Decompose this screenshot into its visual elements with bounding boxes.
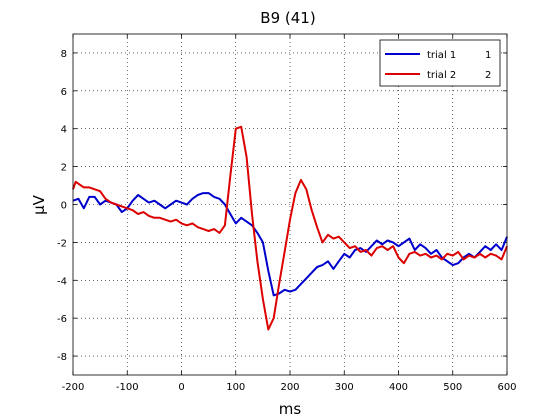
legend: trial 1 1 trial 2 2 — [379, 39, 501, 87]
x-tick-label: -200 — [62, 382, 85, 393]
y-tick-label: -6 — [57, 314, 67, 325]
grid-lines — [73, 34, 507, 375]
legend-label-trial-1: trial 1 — [427, 50, 456, 61]
x-tick-label: 600 — [497, 382, 516, 393]
chart-title: B9 (41) — [260, 9, 315, 27]
y-tick-label: 0 — [61, 201, 67, 212]
y-tick-label: 2 — [61, 163, 67, 174]
y-tick-label: -8 — [57, 352, 67, 363]
legend-count-trial-1: 1 — [485, 50, 491, 61]
x-axis-label: ms — [279, 400, 302, 418]
x-tick-label: 500 — [443, 382, 462, 393]
series-lines — [72, 125, 508, 331]
y-tick-label: 6 — [61, 87, 67, 98]
axis-ticks: -200 -100 0 100 200 300 400 500 600 -8 -6 -4 -2 0 2 4 6 8 — [57, 34, 517, 393]
series-line-trial-2 — [72, 125, 508, 331]
series-line-trial-1 — [72, 192, 508, 297]
x-tick-label: 300 — [335, 382, 354, 393]
x-tick-label: 0 — [178, 382, 184, 393]
x-tick-label: 100 — [226, 382, 245, 393]
y-tick-label: -2 — [57, 238, 67, 249]
x-tick-label: 400 — [389, 382, 408, 393]
x-tick-label: 200 — [280, 382, 299, 393]
y-tick-label: -4 — [57, 276, 67, 287]
y-tick-label: 8 — [61, 49, 67, 60]
y-axis-label: µV — [30, 194, 48, 215]
legend-label-trial-2: trial 2 — [427, 70, 456, 81]
legend-box — [379, 39, 501, 87]
plot-frame — [72, 33, 508, 376]
legend-count-trial-2: 2 — [485, 70, 491, 81]
y-tick-label: 4 — [61, 125, 67, 136]
x-tick-label: -100 — [116, 382, 139, 393]
